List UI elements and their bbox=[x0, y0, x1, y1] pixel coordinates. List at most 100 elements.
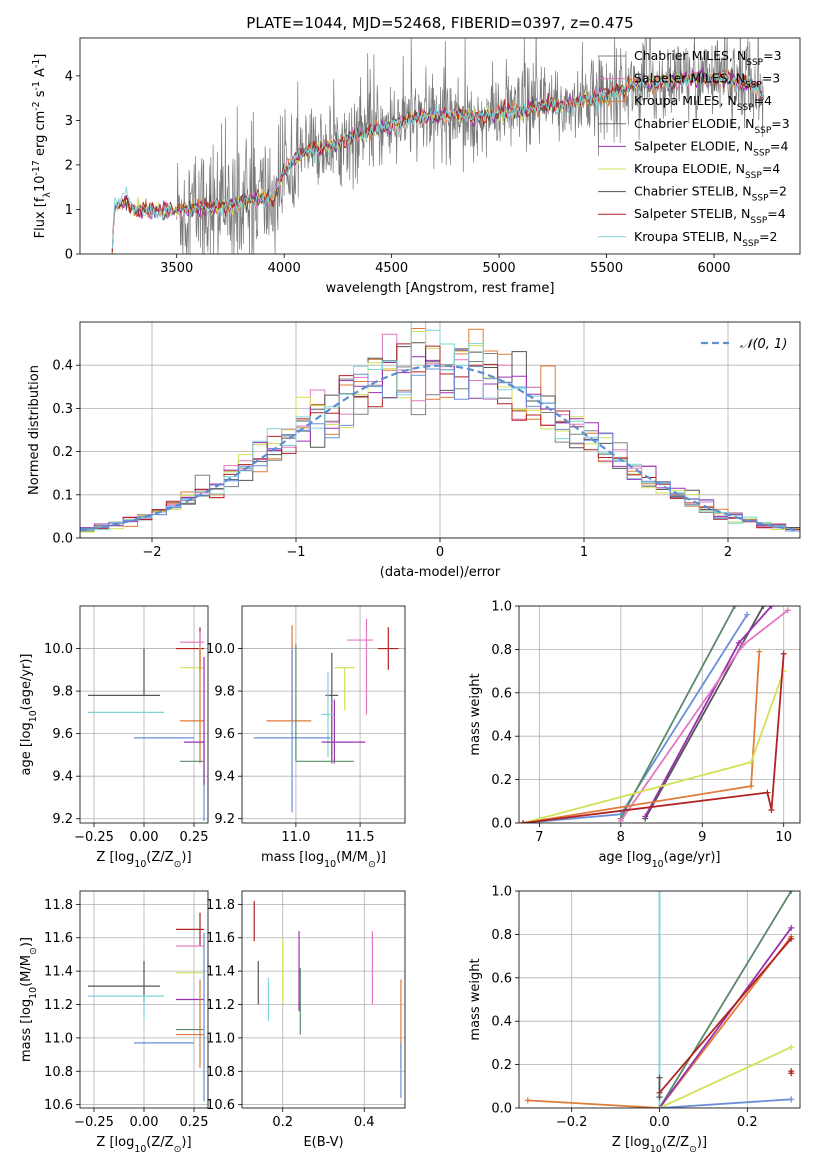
label-segment: ⊙ bbox=[174, 1144, 182, 1155]
weight-line bbox=[527, 936, 792, 1108]
legend-text: Chabrier MILES, N bbox=[634, 48, 746, 63]
x-tick-label: −0.2 bbox=[556, 1115, 588, 1130]
label-segment: s bbox=[33, 90, 48, 101]
observed-spectrum bbox=[176, 38, 764, 254]
weight-marker bbox=[744, 611, 751, 618]
y-axis-label: mass weight bbox=[468, 673, 483, 755]
model-line bbox=[111, 71, 764, 249]
axes-frame bbox=[79, 37, 801, 255]
legend-text: Salpeter ELODIE, N bbox=[634, 138, 753, 153]
y-tick-label: 0.2 bbox=[491, 1058, 512, 1073]
x-tick-label: 0.4 bbox=[354, 1115, 375, 1130]
legend-label: Chabrier ELODIE, NSSP=3 bbox=[634, 116, 790, 136]
label-segment: 10 bbox=[28, 710, 39, 722]
x-tick-label: 6000 bbox=[697, 261, 730, 276]
y-tick-label: 10.8 bbox=[44, 1065, 73, 1080]
x-axis-label: E(B-V) bbox=[303, 1135, 343, 1150]
legend-text: Salpeter STELIB, N bbox=[634, 206, 750, 221]
weight-marker bbox=[788, 935, 795, 942]
plot-area bbox=[80, 606, 208, 823]
x-tick-label: 0.25 bbox=[180, 830, 209, 845]
panel-weight_vs_Z: −0.2 0.0 0.2 0.0 0.2 0.4 0.6 0.8 1.0 Z [log10(Z/Z… bbox=[468, 885, 801, 1155]
weight-marker bbox=[756, 648, 763, 655]
legend-label: Salpeter STELIB, NSSP=4 bbox=[634, 206, 786, 226]
x-tick-label: −1 bbox=[286, 545, 305, 560]
panel-mass_vs_Z: −0.25 0.00 0.25 10.6 10.8 11.0 11.2 11.4 11.6 11.… bbox=[19, 890, 209, 1155]
label-segment: age [log bbox=[598, 850, 651, 865]
plot-area bbox=[242, 891, 405, 1108]
y-tick-label: 0.0 bbox=[491, 1102, 512, 1117]
y-tick-label: 3 bbox=[65, 114, 73, 129]
y-tick-label: 11.0 bbox=[206, 1031, 235, 1046]
legend-text: Kroupa STELIB, N bbox=[634, 229, 742, 244]
x-tick-label: 1 bbox=[580, 545, 588, 560]
label-segment: 10 bbox=[33, 175, 48, 192]
errorbar-point bbox=[321, 699, 366, 764]
y-tick-label: 0.8 bbox=[491, 928, 512, 943]
label-segment: Flux [f bbox=[33, 197, 48, 238]
legend-label: Kroupa STELIB, NSSP=2 bbox=[634, 229, 778, 249]
panel-residuals: −2 −1 0 1 2 0.0 0.1 0.2 0.3 0.4 (data-model)/error… bbox=[27, 321, 801, 580]
label-segment: -2 bbox=[31, 101, 42, 110]
weight-line bbox=[620, 606, 736, 820]
y-tick-label: 11.4 bbox=[44, 965, 73, 980]
y-axis-label: mass [log10(M/M⊙)] bbox=[19, 937, 39, 1062]
y-tick-label: 4 bbox=[65, 69, 73, 84]
weight-marker bbox=[739, 642, 746, 649]
x-tick-label: −0.25 bbox=[74, 1115, 114, 1130]
label-segment: ⊙ bbox=[368, 859, 376, 870]
label-segment: ⊙ bbox=[28, 947, 39, 955]
label-segment: 10 bbox=[652, 859, 664, 870]
y-tick-label: 11.8 bbox=[206, 898, 235, 913]
y-tick-label: 1 bbox=[65, 203, 73, 218]
x-tick-label: 8 bbox=[617, 830, 625, 845]
y-tick-label: 0.2 bbox=[491, 773, 512, 788]
legend-label: Kroupa ELODIE, NSSP=4 bbox=[634, 161, 780, 181]
y-tick-label: 11.2 bbox=[44, 998, 73, 1013]
legend-label: Chabrier MILES, NSSP=3 bbox=[634, 48, 782, 68]
plot-area bbox=[80, 891, 208, 1108]
y-tick-label: 9.2 bbox=[52, 812, 73, 827]
y-tick-label: 0.8 bbox=[491, 643, 512, 658]
y-tick-label: 0.0 bbox=[52, 532, 73, 547]
axes-frame bbox=[79, 890, 209, 1109]
x-tick-label: 0.00 bbox=[130, 830, 159, 845]
y-tick-label: 0.6 bbox=[491, 686, 512, 701]
label-segment: -1 bbox=[31, 59, 42, 68]
x-tick-label: 10 bbox=[775, 830, 792, 845]
y-tick-label: 0.4 bbox=[52, 359, 73, 374]
label-segment: erg cm bbox=[33, 111, 48, 160]
x-tick-label: −0.25 bbox=[74, 830, 114, 845]
weight-marker bbox=[656, 1074, 663, 1081]
legend-label: Kroupa MILES, NSSP=4 bbox=[634, 93, 772, 113]
x-axis-label: Z [log10(Z/Z⊙)] bbox=[612, 1135, 707, 1155]
x-tick-label: 3500 bbox=[160, 261, 193, 276]
legend-text: Kroupa MILES, N bbox=[634, 93, 737, 108]
y-axis-label: Flux [fλ10-17 erg cm-2 s-1 A-1] bbox=[31, 54, 53, 239]
legend-sub: SSP bbox=[752, 194, 769, 204]
label-segment: 10 bbox=[324, 859, 336, 870]
y-tick-label: 11.6 bbox=[44, 931, 73, 946]
label-segment: )] bbox=[697, 1135, 707, 1150]
label-segment: ] bbox=[33, 54, 48, 59]
label-segment: E(B-V) bbox=[303, 1135, 343, 1150]
y-tick-label: 9.6 bbox=[52, 727, 73, 742]
panel-mass_vs_EBV: 0.2 0.4 10.6 10.8 11.0 11.2 11.4 11.6 11.8 E(B-V) bbox=[206, 890, 406, 1150]
y-tick-label: 9.8 bbox=[52, 685, 73, 700]
label-segment: -17 bbox=[31, 160, 42, 175]
y-tick-label: 1.0 bbox=[491, 885, 512, 900]
weight-marker bbox=[764, 789, 771, 796]
x-tick-label: 4500 bbox=[375, 261, 408, 276]
errorbar-point bbox=[378, 627, 399, 670]
legend-text: Salpeter MILES, N bbox=[634, 71, 745, 86]
weight-line bbox=[522, 653, 785, 823]
y-tick-label: 9.4 bbox=[52, 770, 73, 785]
label-segment: 10 bbox=[134, 1144, 146, 1155]
label-segment: -1 bbox=[31, 81, 42, 90]
y-tick-label: 0.3 bbox=[52, 402, 73, 417]
weight-marker bbox=[768, 806, 775, 813]
y-tick-label: 9.2 bbox=[214, 812, 235, 827]
label-segment: mass [log bbox=[261, 850, 324, 865]
model-line bbox=[111, 69, 764, 252]
